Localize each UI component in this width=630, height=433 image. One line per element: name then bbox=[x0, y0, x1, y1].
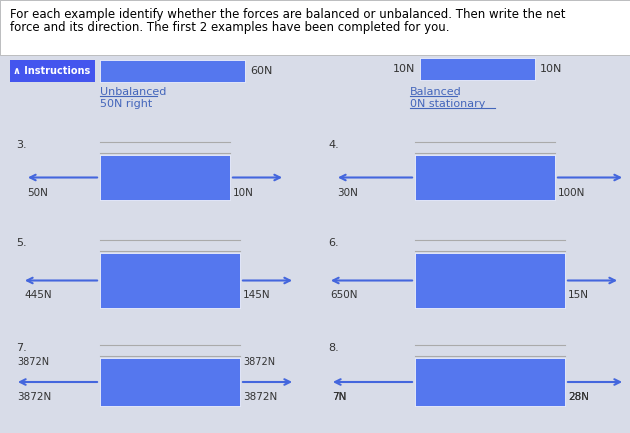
Text: 6.: 6. bbox=[328, 238, 339, 248]
Text: For each example identify whether the forces are balanced or unbalanced. Then wr: For each example identify whether the fo… bbox=[10, 8, 566, 21]
Text: 0N stationary: 0N stationary bbox=[410, 99, 485, 109]
Text: 100N: 100N bbox=[558, 187, 585, 197]
Text: 445N: 445N bbox=[24, 291, 52, 301]
FancyBboxPatch shape bbox=[100, 155, 230, 200]
Text: 3872N: 3872N bbox=[17, 392, 51, 402]
Text: 10N: 10N bbox=[392, 64, 415, 74]
FancyBboxPatch shape bbox=[100, 253, 240, 308]
Text: 3872N: 3872N bbox=[17, 357, 49, 367]
Text: Unbalanced: Unbalanced bbox=[100, 87, 166, 97]
Text: 5.: 5. bbox=[16, 238, 26, 248]
FancyBboxPatch shape bbox=[0, 0, 630, 55]
Text: 15N: 15N bbox=[568, 291, 589, 301]
Text: 3.: 3. bbox=[16, 140, 26, 150]
Text: 28N: 28N bbox=[568, 392, 589, 402]
FancyBboxPatch shape bbox=[100, 60, 245, 82]
Text: 30N: 30N bbox=[337, 187, 358, 197]
Text: 4.: 4. bbox=[328, 140, 339, 150]
FancyBboxPatch shape bbox=[415, 358, 565, 406]
Text: 650N: 650N bbox=[330, 291, 357, 301]
Text: 7N: 7N bbox=[332, 392, 346, 402]
FancyBboxPatch shape bbox=[420, 58, 535, 80]
Text: force and its direction. The first 2 examples have been completed for you.: force and its direction. The first 2 exa… bbox=[10, 21, 449, 34]
Text: 50N: 50N bbox=[27, 187, 48, 197]
Text: 50N right: 50N right bbox=[100, 99, 152, 109]
FancyBboxPatch shape bbox=[415, 253, 565, 308]
Text: 3872N: 3872N bbox=[243, 392, 277, 402]
Text: ∧ Instructions: ∧ Instructions bbox=[13, 66, 91, 76]
Text: 8.: 8. bbox=[328, 343, 339, 353]
Text: 7.: 7. bbox=[16, 343, 26, 353]
Text: 3872N: 3872N bbox=[243, 357, 275, 367]
Text: 145N: 145N bbox=[243, 291, 271, 301]
Text: 10N: 10N bbox=[233, 187, 254, 197]
Text: 60N: 60N bbox=[250, 66, 272, 76]
FancyBboxPatch shape bbox=[100, 358, 240, 406]
FancyBboxPatch shape bbox=[10, 60, 95, 82]
FancyBboxPatch shape bbox=[415, 155, 555, 200]
Text: Balanced: Balanced bbox=[410, 87, 462, 97]
Text: 10N: 10N bbox=[540, 64, 563, 74]
Text: 7N: 7N bbox=[332, 392, 346, 402]
Text: 28N: 28N bbox=[568, 392, 589, 402]
